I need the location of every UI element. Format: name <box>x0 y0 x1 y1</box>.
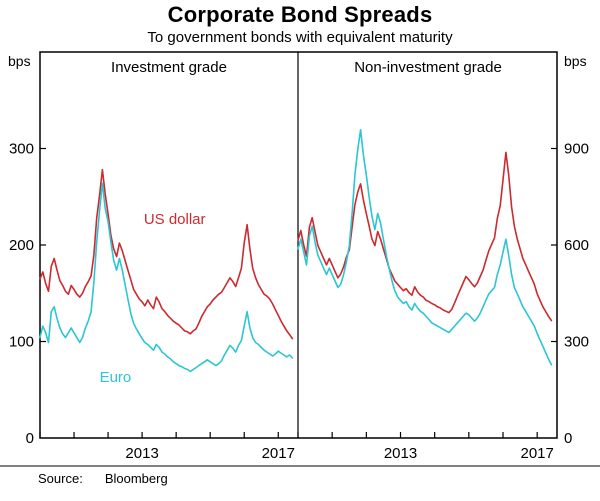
panel-title-non-investment-grade: Non-investment grade <box>354 59 502 76</box>
right-axis-tick-label: 900 <box>564 141 589 158</box>
source-line: Source: Bloomberg <box>38 471 168 486</box>
series-line-euro-panel0 <box>39 182 294 373</box>
series-line-us-dollar-panel0 <box>39 168 294 340</box>
panel-title-investment-grade: Investment grade <box>111 59 227 76</box>
left-axis-tick-label: 0 <box>26 430 34 447</box>
right-axis-unit-label: bps <box>564 53 587 69</box>
right-axis-tick-label: 0 <box>564 430 572 447</box>
x-axis-tick-label: 2013 <box>125 445 158 462</box>
left-axis-tick-label: 100 <box>9 334 34 351</box>
source-value: Bloomberg <box>104 471 168 486</box>
left-axis-tick-label: 300 <box>9 141 34 158</box>
series-label-us-dollar: US dollar <box>144 211 206 228</box>
source-label: Source: <box>38 471 83 486</box>
chart-title: Corporate Bond Spreads <box>167 2 433 27</box>
left-axis-unit-label: bps <box>8 53 31 69</box>
right-axis-tick-label: 300 <box>564 334 589 351</box>
x-axis-tick-label: 2013 <box>384 445 417 462</box>
series-line-euro-panel1 <box>297 129 553 366</box>
chart-subtitle: To government bonds with equivalent matu… <box>147 29 453 46</box>
x-axis-tick-label: 2017 <box>520 445 553 462</box>
series-label-euro: Euro <box>100 369 132 386</box>
x-axis-tick-label: 2017 <box>262 445 295 462</box>
series-line-us-dollar-panel1 <box>297 151 553 322</box>
left-axis-tick-label: 200 <box>9 237 34 254</box>
right-axis-tick-label: 600 <box>564 237 589 254</box>
